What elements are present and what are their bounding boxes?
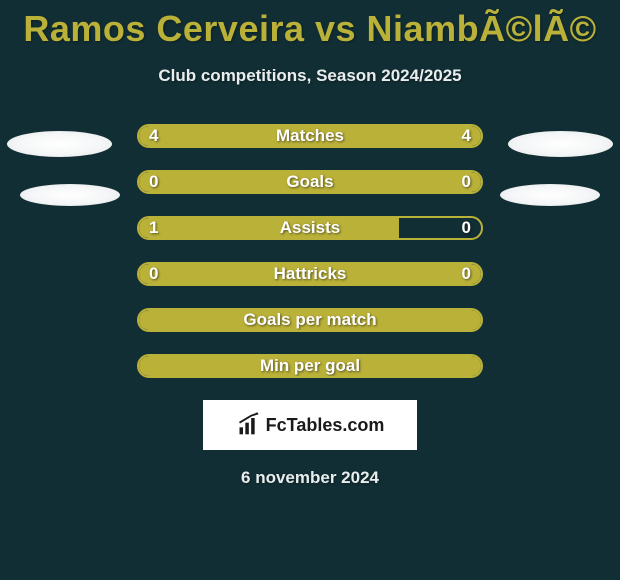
stat-bar-fill-left	[139, 218, 399, 238]
stat-bar: Min per goal	[137, 354, 483, 378]
stat-value-right: 0	[462, 218, 471, 238]
stat-bar: Goals per match	[137, 308, 483, 332]
page-title: Ramos Cerveira vs NiambÃ©lÃ©	[0, 0, 620, 50]
player-left-photo-placeholder-2	[20, 184, 120, 206]
stat-bar: 10Assists	[137, 216, 483, 240]
stat-bar-fill-left	[139, 264, 310, 284]
stat-bar: 00Goals	[137, 170, 483, 194]
stat-bar-fill-right	[310, 264, 481, 284]
stat-bar-fill-right	[310, 126, 481, 146]
stat-bar: 00Hattricks	[137, 262, 483, 286]
bar-chart-icon	[236, 411, 264, 439]
fctables-logo: FcTables.com	[203, 400, 417, 450]
player-left-photo-placeholder-1	[7, 131, 112, 157]
player-right-photo-placeholder-1	[508, 131, 613, 157]
stat-bar-fill-left	[139, 310, 481, 330]
stat-bar-fill-right	[310, 172, 481, 192]
stat-bar-fill-left	[139, 126, 310, 146]
stat-bar-fill-left	[139, 172, 310, 192]
player-right-photo-placeholder-2	[500, 184, 600, 206]
stat-bar-fill-left	[139, 356, 481, 376]
stat-bar: 44Matches	[137, 124, 483, 148]
logo-text: FcTables.com	[266, 415, 385, 436]
subtitle: Club competitions, Season 2024/2025	[0, 66, 620, 86]
logo-text-prefix: Fc	[266, 415, 287, 435]
date-label: 6 november 2024	[0, 468, 620, 488]
logo-text-suffix: Tables.com	[287, 415, 385, 435]
chart-area: 44Matches 00Goals 10Assists 00Hattricks Goal…	[0, 124, 620, 488]
stat-bars: 44Matches 00Goals 10Assists 00Hattricks Goal…	[137, 124, 483, 378]
